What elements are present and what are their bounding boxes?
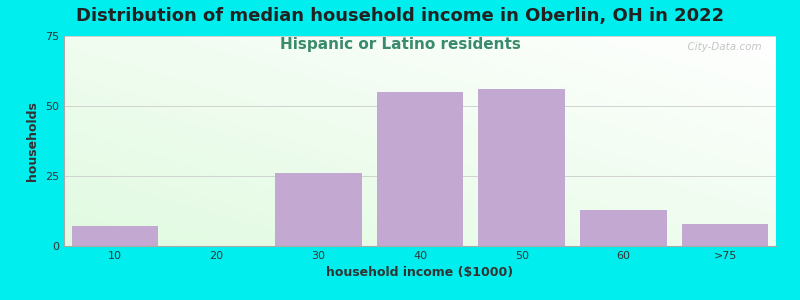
Bar [377,92,463,246]
Y-axis label: households: households [26,101,39,181]
Text: City-Data.com: City-Data.com [681,42,762,52]
Text: Hispanic or Latino residents: Hispanic or Latino residents [279,38,521,52]
X-axis label: household income ($1000): household income ($1000) [326,266,514,279]
Bar [478,89,565,246]
Bar [72,226,158,246]
Bar [580,210,666,246]
Text: Distribution of median household income in Oberlin, OH in 2022: Distribution of median household income … [76,8,724,26]
Bar [275,173,362,246]
Bar [682,224,768,246]
